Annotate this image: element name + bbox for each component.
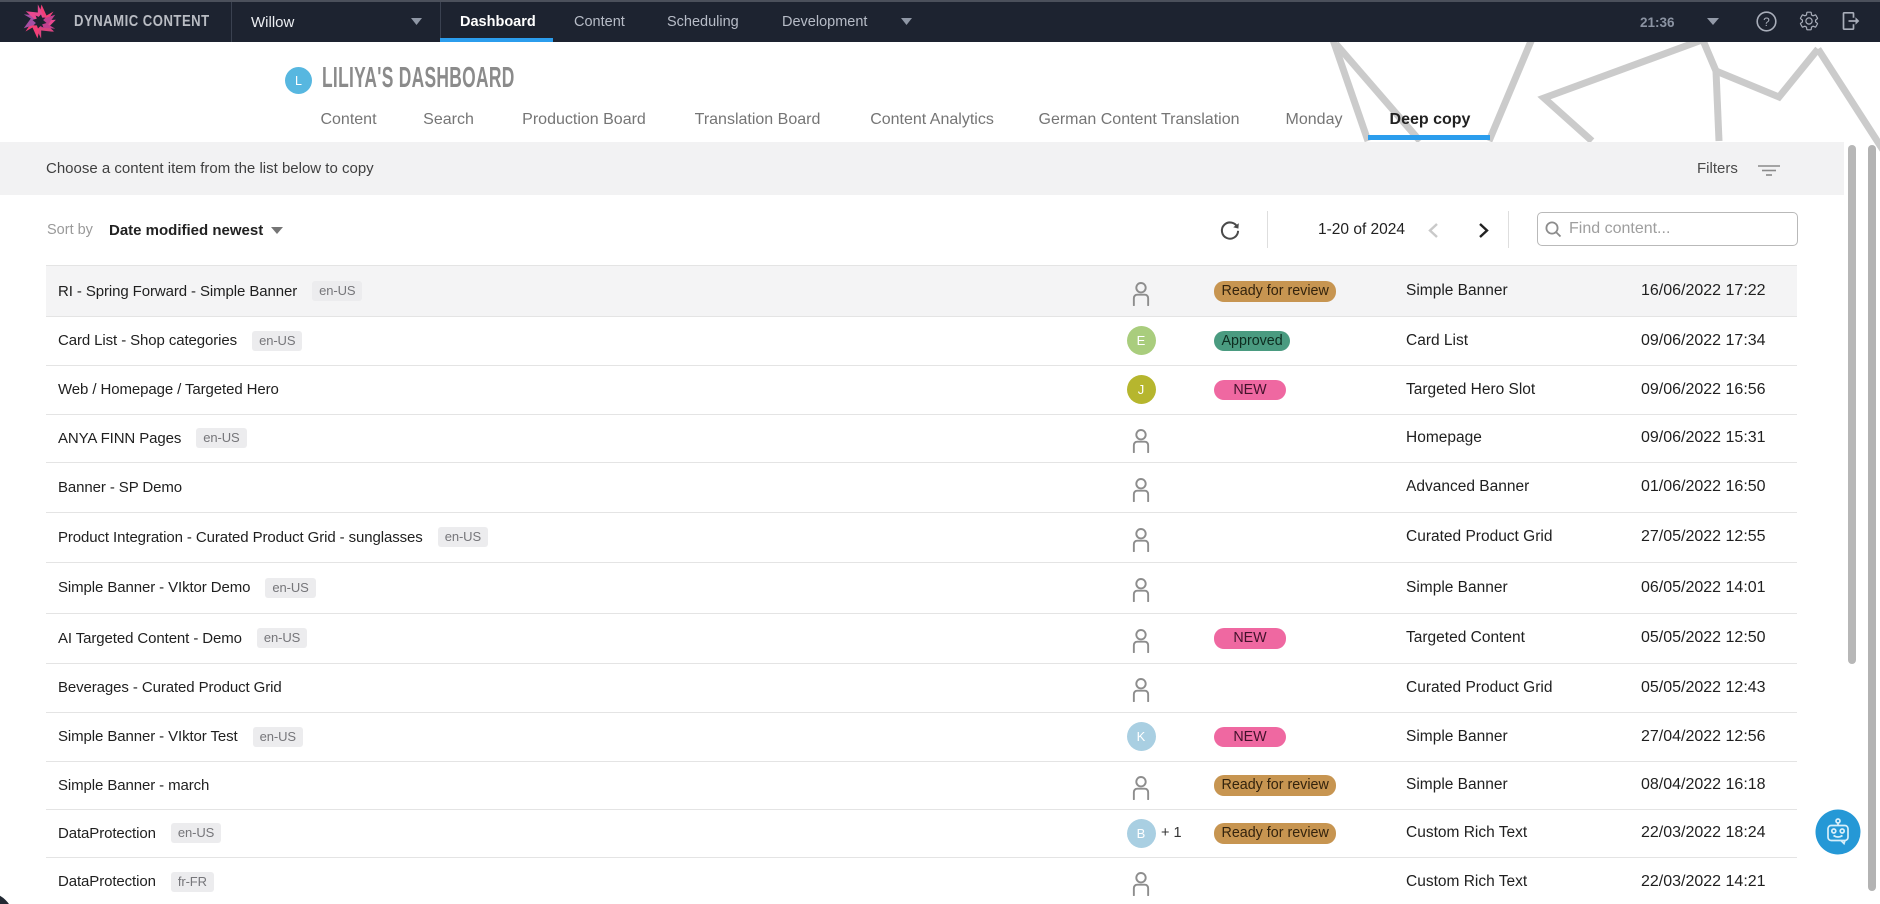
svg-text:?: ?: [1763, 15, 1770, 29]
